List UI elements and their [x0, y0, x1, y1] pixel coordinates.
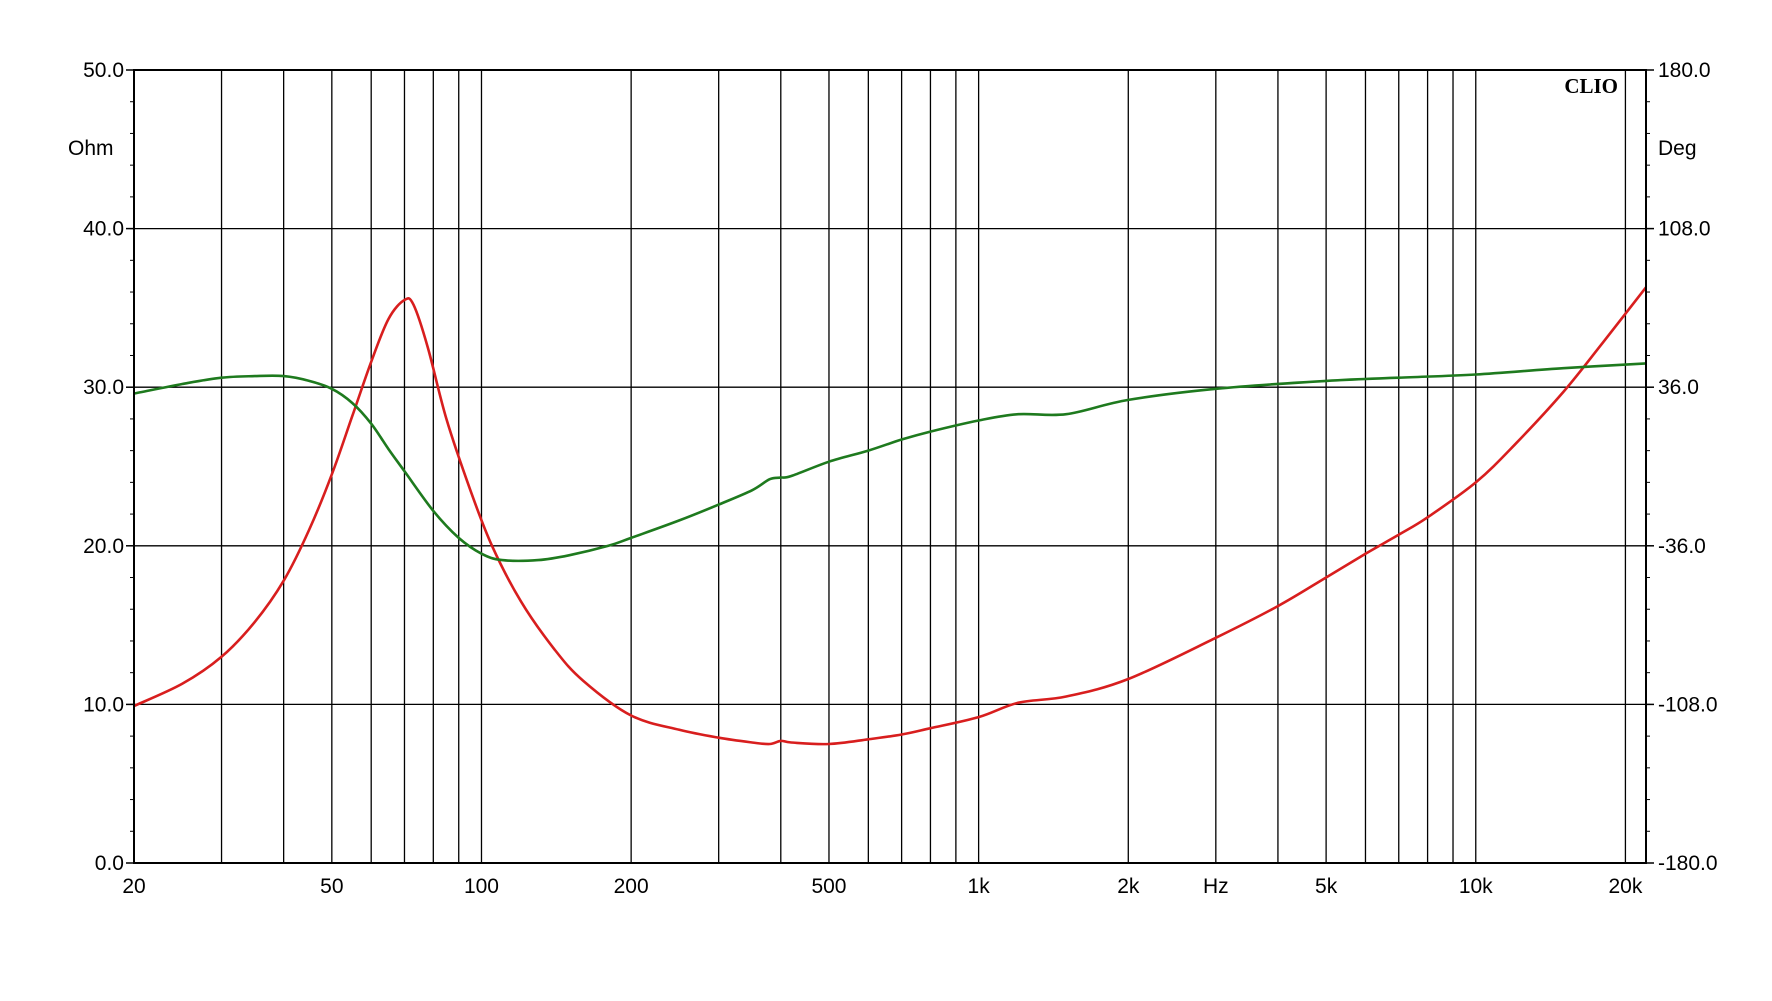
series-line-1	[133, 362, 1647, 563]
grid-lines	[126, 69, 1654, 864]
series-line-0	[133, 286, 1648, 746]
x-tick-label: 50	[320, 875, 343, 898]
x-tick-label: 100	[464, 875, 499, 898]
left-tick-label: 20.0	[83, 535, 124, 558]
right-tick-label: -180.0	[1658, 852, 1718, 875]
right-tick-label: 108.0	[1658, 218, 1711, 241]
x-tick-label: 5k	[1315, 875, 1338, 898]
x-tick-label: 500	[811, 875, 846, 898]
right-tick-label: 36.0	[1658, 376, 1699, 399]
left-tick-label: 10.0	[83, 693, 124, 716]
x-tick-label: 20k	[1608, 875, 1642, 898]
x-tick-label: 20	[122, 875, 145, 898]
left-axis-unit: Ohm	[68, 137, 114, 160]
right-tick-label: -108.0	[1658, 693, 1718, 716]
x-tick-label: 2k	[1117, 875, 1140, 898]
plot-frame	[133, 69, 1647, 864]
right-tick-label: -36.0	[1658, 535, 1706, 558]
left-tick-label: 30.0	[83, 376, 124, 399]
right-axis-unit: Deg	[1658, 137, 1697, 160]
x-tick-label: 10k	[1459, 875, 1493, 898]
brand-label: CLIO	[1564, 74, 1618, 98]
left-tick-label: 40.0	[83, 218, 124, 241]
axis-labels: 0.0 10.0 20.0 30.0 40.0 50.0 -180.0 -108.0 -36.0…	[68, 59, 1718, 898]
series-lines	[133, 286, 1648, 746]
right-tick-label: 180.0	[1658, 59, 1711, 82]
x-tick-label: 200	[614, 875, 649, 898]
left-tick-label: 50.0	[83, 59, 124, 82]
x-tick-label: 1k	[968, 875, 991, 898]
x-axis-label: Hz	[1203, 875, 1229, 898]
left-tick-label: 0.0	[95, 852, 124, 875]
